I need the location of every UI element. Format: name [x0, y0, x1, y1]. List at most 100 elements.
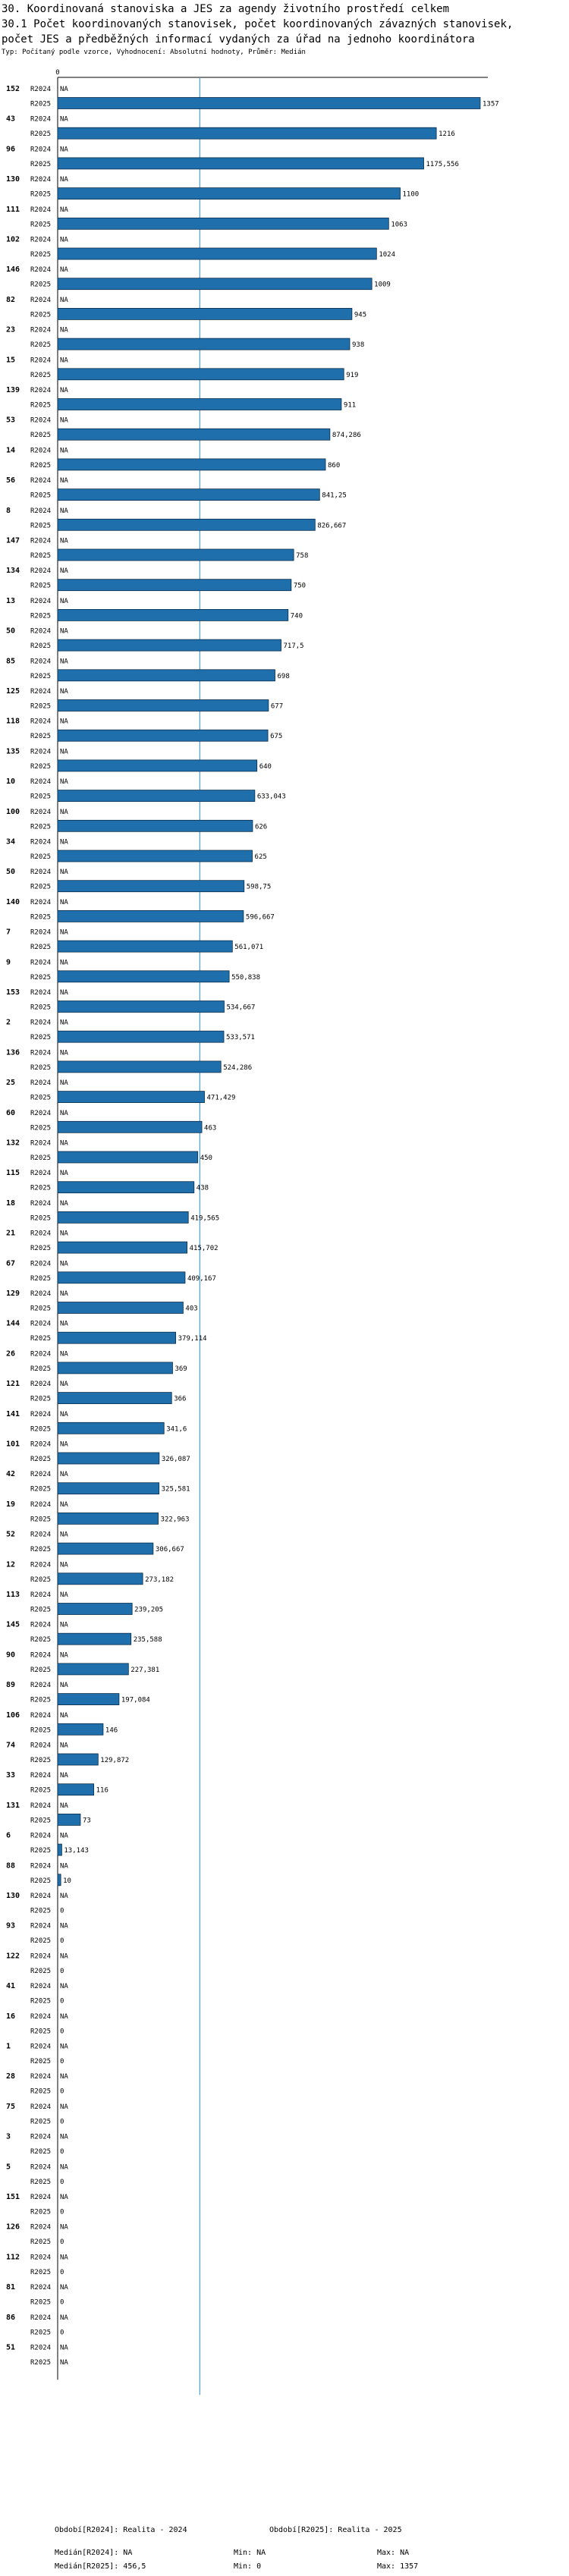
series-label-r2025: R2025	[30, 101, 51, 108]
bar-r2025	[57, 278, 373, 291]
data-label-r2024: NA	[60, 1049, 68, 1057]
data-label-r2025: 911	[344, 402, 356, 410]
category-label: 7	[6, 928, 11, 937]
series-label-r2025: R2025	[30, 913, 51, 921]
series-label-r2024: R2024	[30, 1952, 51, 1960]
series-label-r2024: R2024	[30, 297, 51, 304]
data-label-r2025: 0	[60, 2269, 64, 2276]
series-label-r2024: R2024	[30, 1230, 51, 1238]
data-label-r2025: 550,838	[231, 974, 260, 982]
data-label-r2025: 740	[291, 612, 303, 620]
series-label-r2024: R2024	[30, 1531, 51, 1539]
data-label-r2024: NA	[60, 1772, 68, 1780]
bar-r2025	[57, 1211, 189, 1224]
category-label: 74	[6, 1742, 15, 1750]
data-label-r2025: 463	[204, 1124, 216, 1132]
series-label-r2024: R2024	[30, 1893, 51, 1900]
legend-min-2025: Min: 0	[234, 2562, 262, 2571]
category-label: 113	[6, 1591, 20, 1599]
category-label: 8	[6, 507, 11, 515]
data-label-r2025: 533,571	[226, 1034, 255, 1041]
data-label-r2024: NA	[60, 658, 68, 665]
series-label-r2025: R2025	[30, 1817, 51, 1824]
data-label-r2025: 1100	[403, 191, 420, 199]
series-label-r2024: R2024	[30, 447, 51, 454]
category-label: 28	[6, 2072, 15, 2081]
data-label-r2024: NA	[60, 1802, 68, 1810]
data-label-r2025: 471,429	[207, 1095, 236, 1102]
series-label-r2025: R2025	[30, 1726, 51, 1734]
series-label-r2025: R2025	[30, 2299, 51, 2307]
data-label-r2025: 677	[271, 703, 283, 711]
category-label: 9	[6, 958, 11, 966]
data-label-r2024: NA	[60, 2345, 68, 2352]
category-label: 67	[6, 1259, 15, 1268]
category-label: 122	[6, 1952, 20, 1960]
category-label: 34	[6, 838, 15, 847]
data-label-r2024: NA	[60, 989, 68, 997]
series-label-r2024: R2024	[30, 839, 51, 847]
bar-r2025	[57, 1120, 203, 1133]
bar-r2025	[57, 1663, 129, 1676]
series-label-r2025: R2025	[30, 1968, 51, 1975]
category-label: 129	[6, 1290, 20, 1298]
series-label-r2024: R2024	[30, 2073, 51, 2081]
data-label-r2025: 438	[196, 1185, 209, 1192]
data-label-r2025: 419,565	[190, 1214, 219, 1222]
data-label-r2024: NA	[60, 86, 68, 93]
bar-r2025	[57, 247, 377, 260]
category-label: 147	[6, 537, 20, 545]
bar-r2025	[57, 187, 401, 200]
category-label: 81	[6, 2283, 15, 2292]
data-label-r2024: NA	[60, 1501, 68, 1509]
data-label-r2025: 227,381	[130, 1667, 159, 1674]
series-label-r2025: R2025	[30, 1937, 51, 1945]
data-label-r2024: NA	[60, 598, 68, 605]
data-label-r2025: 341,6	[166, 1425, 187, 1433]
data-label-r2024: NA	[60, 477, 68, 485]
series-label-r2025: R2025	[30, 642, 51, 650]
data-label-r2024: NA	[60, 1983, 68, 1990]
category-label: 56	[6, 476, 15, 485]
category-label: 88	[6, 1861, 15, 1870]
series-label-r2025: R2025	[30, 2058, 51, 2066]
category-label: 112	[6, 2253, 20, 2261]
data-label-r2024: NA	[60, 1893, 68, 1900]
data-label-r2025: 235,588	[134, 1636, 162, 1644]
data-label-r2025: 0	[60, 2209, 64, 2216]
data-label-r2025: 717,5	[284, 642, 304, 650]
series-label-r2024: R2024	[30, 1923, 51, 1930]
data-label-r2025: 938	[352, 341, 364, 349]
data-label-r2024: NA	[60, 899, 68, 906]
data-label-r2024: NA	[60, 116, 68, 124]
bar-r2025	[57, 1302, 184, 1314]
data-label-r2024: NA	[60, 2013, 68, 2021]
data-label-r2024: NA	[60, 538, 68, 545]
bar-r2025	[57, 1091, 205, 1103]
series-label-r2025: R2025	[30, 1486, 51, 1494]
data-label-r2024: NA	[60, 237, 68, 244]
series-label-r2024: R2024	[30, 748, 51, 756]
data-label-r2025: 750	[294, 583, 306, 590]
series-label-r2024: R2024	[30, 2194, 51, 2201]
data-label-r2025: 1175,556	[426, 161, 459, 168]
series-label-r2025: R2025	[30, 1546, 51, 1553]
category-label: 2	[6, 1019, 11, 1027]
data-label-r2024: NA	[60, 1381, 68, 1388]
data-label-r2025: NA	[60, 2359, 68, 2367]
category-label: 118	[6, 718, 20, 726]
series-label-r2024: R2024	[30, 1561, 51, 1569]
category-label: 102	[6, 236, 20, 244]
series-label-r2025: R2025	[30, 1124, 51, 1132]
category-label: 33	[6, 1771, 15, 1780]
bar-r2025	[57, 1783, 95, 1796]
series-label-r2025: R2025	[30, 1275, 51, 1283]
data-label-r2025: 1216	[439, 130, 455, 138]
data-label-r2025: 860	[328, 462, 340, 470]
data-label-r2024: NA	[60, 1200, 68, 1208]
series-label-r2025: R2025	[30, 341, 51, 349]
series-label-r2025: R2025	[30, 2118, 51, 2125]
category-label: 135	[6, 747, 20, 756]
series-label-r2025: R2025	[30, 462, 51, 470]
